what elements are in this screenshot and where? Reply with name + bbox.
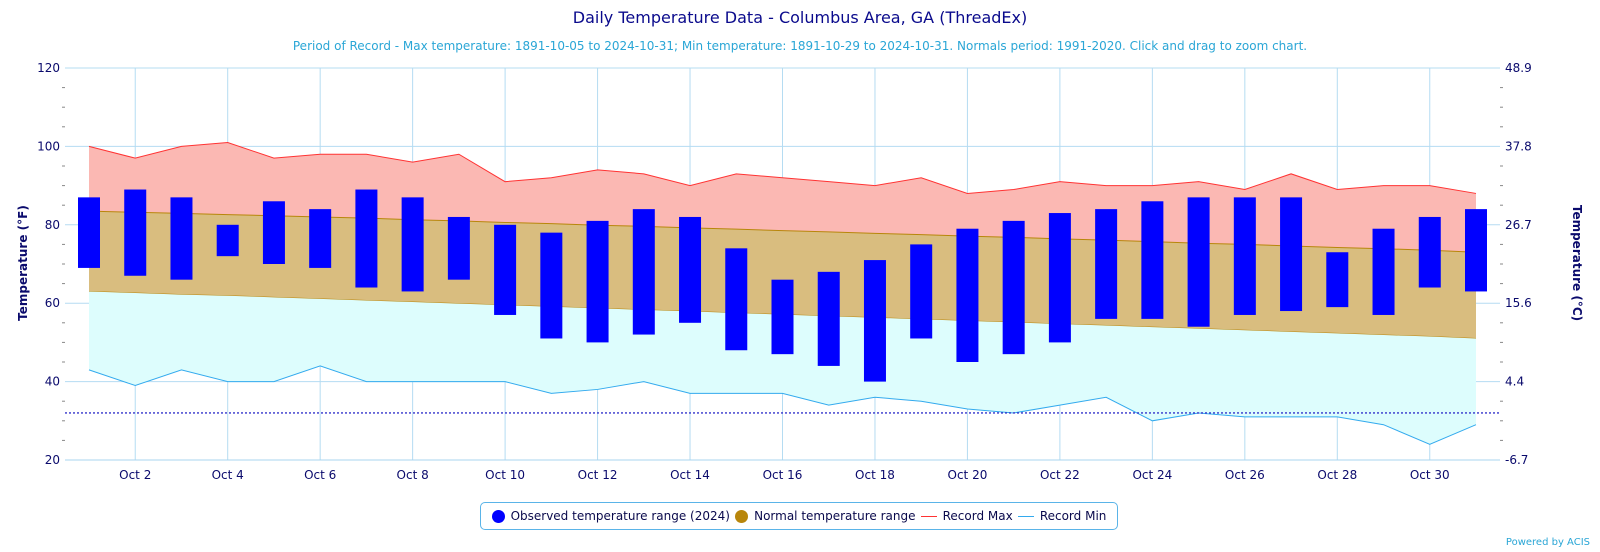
observed-range-bar[interactable] [1048,213,1071,343]
legend-item-normal[interactable]: Normal temperature range [735,509,915,523]
legend-label-record-min: Record Min [1039,509,1107,523]
observed-range-bar[interactable] [1002,220,1025,355]
legend-item-record-max[interactable]: Record Max [920,509,1013,523]
observed-range-bar[interactable] [1141,201,1164,319]
x-tick-label: Oct 30 [1410,468,1450,482]
observed-range-bar[interactable] [1187,197,1210,327]
x-tick-label: Oct 28 [1317,468,1357,482]
x-tick-label: Oct 22 [1040,468,1080,482]
y-axis-title-right: Temperature (°C) [1570,205,1584,321]
observed-range-bar[interactable] [124,189,147,276]
x-tick-label: Oct 18 [855,468,895,482]
observed-range-bar[interactable] [447,216,470,280]
observed-range-bar[interactable] [170,197,193,280]
observed-range-bar[interactable] [586,220,609,343]
observed-range-bar[interactable] [863,260,886,382]
record-min-line-icon [1017,515,1034,517]
observed-range-bar[interactable] [1326,252,1349,308]
record-min-line [88,365,1477,445]
observed-range-bar[interactable] [817,271,840,366]
y2-tick-label: 48.9 [1505,61,1532,75]
y2-tick-label: 37.8 [1505,139,1532,153]
x-tick-label: Oct 8 [397,468,429,482]
y-tick-label: 40 [45,375,60,389]
observed-range-bar[interactable] [1465,209,1487,292]
observed-dot-icon [491,509,505,523]
y-tick-label: 60 [45,296,60,310]
observed-range-bar[interactable] [216,224,239,257]
y2-tick-label: 4.4 [1505,375,1524,389]
observed-range-bar[interactable] [401,197,424,292]
plot-area[interactable]: 20 -6.7 40 4.4 60 15.6 80 26.7 100 37.8 120 48.9 Oct… [37,61,1532,482]
chart-subtitle: Period of Record - Max temperature: 1891… [293,39,1307,53]
record-min-band [89,291,1476,445]
x-tick-label: Oct 6 [304,468,336,482]
x-tick-label: Oct 2 [119,468,151,482]
observed-range-bar[interactable] [910,244,933,339]
observed-range-bar[interactable] [632,209,655,335]
observed-range-bar[interactable] [679,216,702,323]
observed-range-bar[interactable] [956,228,979,362]
legend-item-record-min[interactable]: Record Min [1017,509,1107,523]
record-max-band [89,142,1476,253]
observed-range-bar[interactable] [78,197,100,268]
y-axis-title-left: Temperature (°F) [16,205,30,321]
normal-range-band [89,211,1476,339]
y2-tick-label: 15.6 [1505,296,1532,310]
observed-range-bar[interactable] [494,224,517,315]
y-tick-label: 80 [45,218,60,232]
credits-link[interactable]: Powered by ACIS [1505,537,1590,548]
observed-range-bar[interactable] [725,248,748,351]
legend-label-record-max: Record Max [942,509,1013,523]
legend-item-observed[interactable]: Observed temperature range (2024) [491,509,730,523]
legend-label-normal: Normal temperature range [754,509,916,523]
y2-tick-label: -6.7 [1505,453,1528,467]
y2-tick-label: 26.7 [1505,218,1532,232]
observed-range-bar[interactable] [262,201,285,264]
observed-range-bar[interactable] [309,209,332,268]
normal-dot-icon [735,509,749,523]
x-tick-label: Oct 12 [578,468,618,482]
observed-range-bar[interactable] [1372,228,1395,315]
record-max-line [88,141,1477,194]
x-tick-label: Oct 10 [485,468,525,482]
observed-range-bar[interactable] [1233,197,1256,315]
y-tick-label: 100 [37,139,60,153]
chart-title: Daily Temperature Data - Columbus Area, … [573,8,1027,27]
x-tick-label: Oct 20 [948,468,988,482]
observed-range-bar[interactable] [771,279,794,355]
y-tick-label: 120 [37,61,60,75]
legend-label-observed: Observed temperature range (2024) [510,509,730,523]
y-tick-label: 20 [45,453,60,467]
chart-legend: Observed temperature range (2024) Normal… [480,502,1118,530]
observed-range-bar[interactable] [1280,197,1303,312]
record-max-line-icon [920,515,937,517]
x-tick-label: Oct 14 [670,468,710,482]
observed-range-bar[interactable] [1095,209,1118,319]
x-tick-label: Oct 26 [1225,468,1265,482]
x-tick-label: Oct 4 [212,468,244,482]
observed-range-bar[interactable] [540,232,563,339]
observed-range-bar[interactable] [1418,216,1441,288]
observed-range-bar[interactable] [355,189,378,288]
x-tick-label: Oct 16 [763,468,803,482]
x-tick-label: Oct 24 [1132,468,1172,482]
